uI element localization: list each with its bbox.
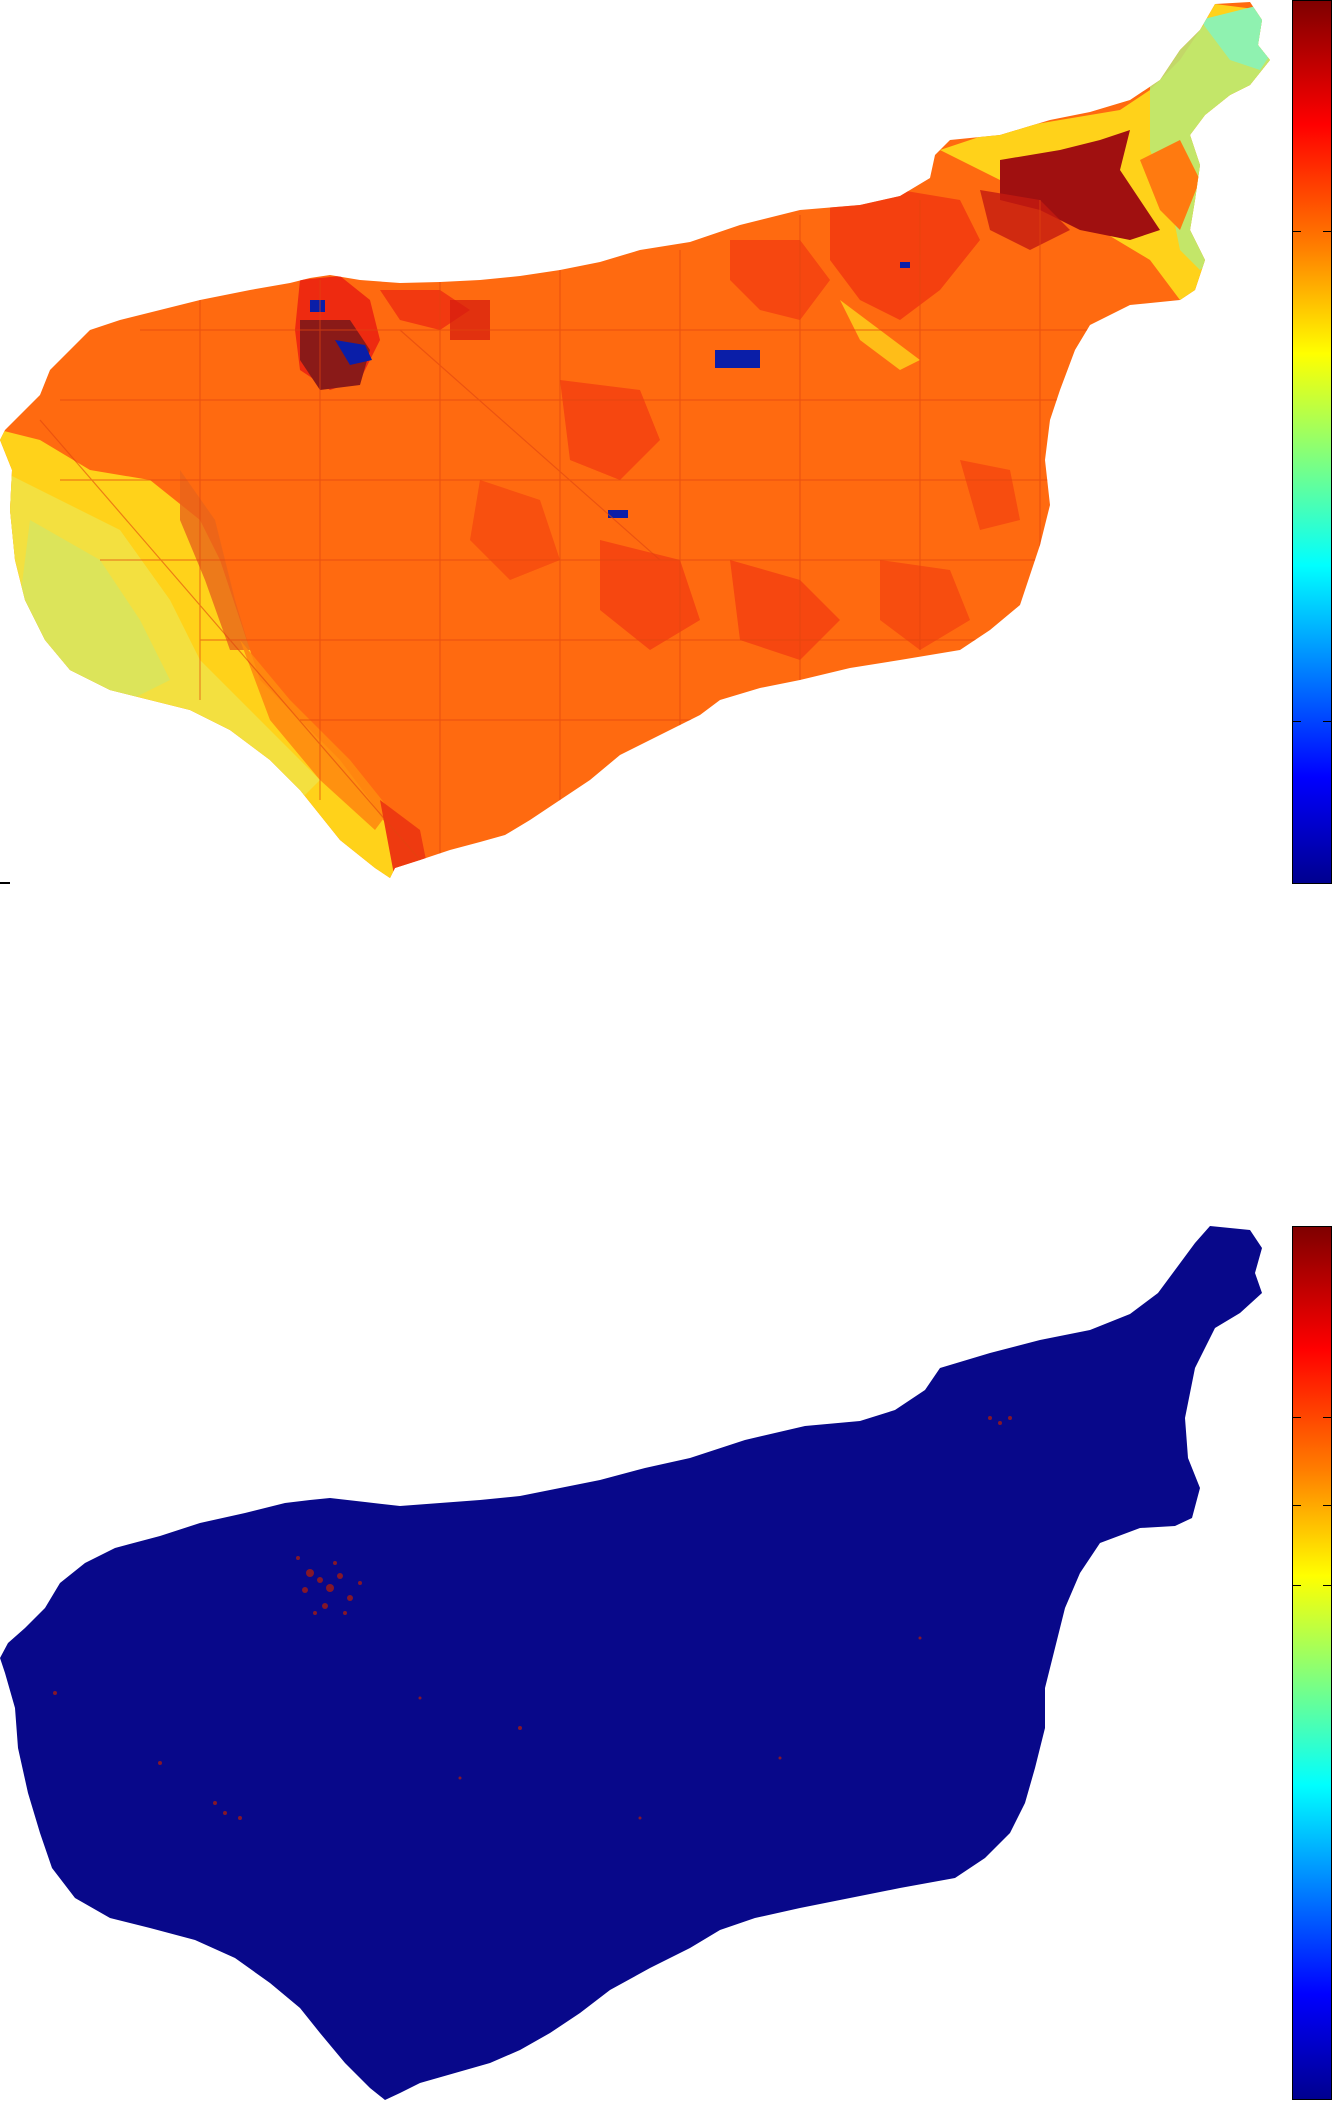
colorbar-tick	[1293, 1505, 1301, 1506]
colorbar	[1292, 1226, 1332, 2100]
bottom-map-image	[0, 1226, 1262, 2100]
colorbar-tick	[1323, 1585, 1331, 1586]
colorbar-tick	[1323, 721, 1331, 722]
colorbar-tick	[1323, 1505, 1331, 1506]
bottom-map-panel	[0, 1218, 1334, 2108]
colorbar-tick	[1293, 721, 1301, 722]
colorbar-tick	[1293, 1585, 1301, 1586]
colorbar-tick	[1323, 231, 1331, 232]
colorbar	[1292, 0, 1332, 884]
top-map-panel	[0, 0, 1334, 890]
colorbar-tick	[1323, 1417, 1331, 1418]
basin-shape	[0, 1226, 1262, 2100]
top-map-image	[0, 2, 1270, 878]
colorbar-tick	[1293, 1417, 1301, 1418]
colorbar-tick	[1293, 231, 1301, 232]
axis-tick	[0, 882, 10, 884]
